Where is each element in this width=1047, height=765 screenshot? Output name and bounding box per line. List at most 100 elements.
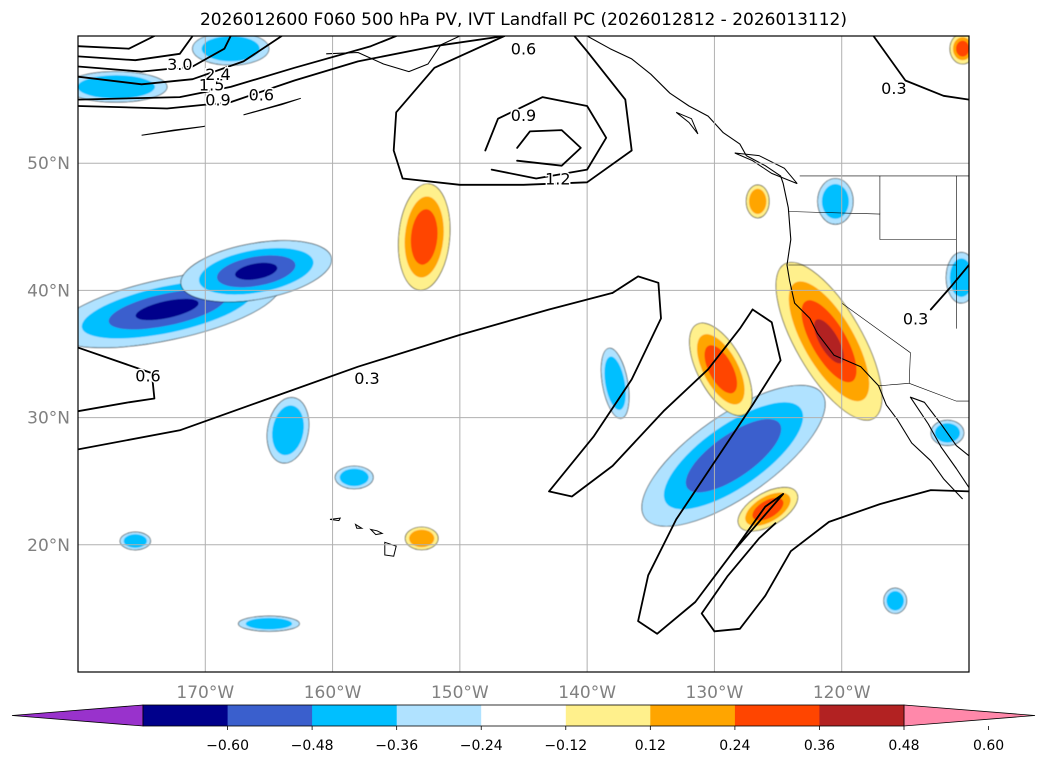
pv-contour-line <box>700 522 777 633</box>
pv-contour-line <box>78 292 614 451</box>
pv-contour-line <box>78 36 194 62</box>
pv-contour-labels: 0.3 0.3 0.3 0.6 0.6 0.6 0.9 0.9 1.2 1.52.4 3.0 <box>134 38 930 389</box>
colorbar-tick-label: −0.12 <box>544 738 587 754</box>
lat-tick-label: 30°N <box>27 409 70 429</box>
ivt-pc-shade-level <box>245 617 293 630</box>
colorbar-swatch <box>396 705 482 726</box>
colorbar-swatch <box>565 705 651 726</box>
lon-tick-label: 150°W <box>431 683 489 703</box>
pv-contour-line <box>516 129 582 167</box>
pv-contour-line <box>78 36 398 101</box>
ivt-pc-region <box>817 178 854 225</box>
pv-contour-line <box>78 36 283 86</box>
pv-contour-line <box>78 36 156 50</box>
pv-contour-line <box>713 489 969 633</box>
ivt-pc-shade-level <box>814 319 844 364</box>
island <box>141 125 206 136</box>
colorbar-swatch <box>312 705 398 726</box>
colorbar: −0.60 −0.48 −0.36 −0.24 −0.12 0.12 0.24 0.36 0.4… <box>11 704 1036 754</box>
chart-title: 2026012600 F060 500 hPa PV, IVT Landfall… <box>199 10 847 30</box>
contour-label: 0.6 <box>249 86 274 105</box>
ivt-pc-shade-level <box>339 468 369 487</box>
lat-tick-label: 50°N <box>27 154 70 174</box>
ivt-pc-region <box>883 587 908 614</box>
ivt-pc-shade-level <box>886 591 904 611</box>
ivt-pc-region <box>689 322 753 416</box>
pv-contour-line <box>637 308 782 635</box>
lon-tick-label: 170°W <box>176 683 234 703</box>
island <box>243 97 301 116</box>
coastline <box>586 36 964 500</box>
ivt-pc-region <box>775 262 883 421</box>
colorbar-tick-label: −0.24 <box>460 738 503 754</box>
pv-contour-line <box>392 36 633 186</box>
ivt-pc-shade-level <box>685 419 782 493</box>
island <box>354 523 364 529</box>
contour-label: 0.3 <box>881 79 906 98</box>
axis-ticks: 170°W 160°W 150°W 140°W 130°W 120°W 50°N 40°N 30… <box>27 154 871 703</box>
island <box>369 528 384 536</box>
lon-tick-label: 130°W <box>686 683 744 703</box>
colorbar-swatch <box>819 705 905 726</box>
pv-contour-line <box>78 346 156 413</box>
political-border <box>788 211 957 240</box>
colorbar-tick-label: 0.36 <box>804 738 835 754</box>
colorbar-tick-label: 0.12 <box>635 738 666 754</box>
colorbar-tick-label: 0.60 <box>973 738 1004 754</box>
pv-contour-line <box>732 493 785 553</box>
ivt-pc-shade-level <box>123 534 147 548</box>
colorbar-tick-label: −0.36 <box>375 738 418 754</box>
ivt-pc-shade-level <box>749 188 767 214</box>
colorbar-tick-label: −0.48 <box>291 738 334 754</box>
lon-tick-label: 140°W <box>558 683 616 703</box>
ivt-pc-shade-level <box>235 262 278 280</box>
colorbar-tick-label: 0.24 <box>719 738 750 754</box>
pv-contour-line <box>872 36 969 101</box>
ivt-pc-shade-level <box>410 209 438 265</box>
colorbar-extend-low <box>11 704 144 727</box>
colorbar-swatch <box>734 705 820 726</box>
ivt-pc-region <box>949 36 969 65</box>
ivt-pc-region <box>238 615 300 632</box>
pv-contours <box>78 36 969 635</box>
lon-tick-label: 160°W <box>304 683 362 703</box>
contour-label: 0.9 <box>205 91 230 110</box>
contour-label: 1.2 <box>545 169 570 188</box>
lon-tick-label: 120°W <box>813 683 871 703</box>
ivt-pc-region <box>334 465 374 490</box>
ivt-pc-region <box>404 526 439 551</box>
contour-label: 1.5 <box>199 75 224 94</box>
ivt-pc-region <box>180 240 332 303</box>
map-frame <box>77 35 970 673</box>
contour-label: 0.6 <box>511 40 536 59</box>
colorbar-frame <box>142 704 905 727</box>
ivt-pc-shade-level <box>201 36 260 62</box>
pv-contour-line <box>78 36 506 110</box>
contour-label: 0.3 <box>354 369 379 388</box>
ivt-pc-region <box>641 385 826 527</box>
ivt-pc-shade-level <box>78 75 155 99</box>
coastline <box>909 396 969 488</box>
ivt-pc-shade-level <box>956 40 969 57</box>
ivt-pc-shade-level <box>821 184 849 219</box>
contour-label: 2.4 <box>205 65 230 84</box>
island <box>675 111 699 135</box>
ivt-pc-region <box>945 252 969 304</box>
colorbar-tick-label: 0.48 <box>888 738 919 754</box>
pv-contour-line <box>78 36 232 73</box>
ivt-pc-region <box>119 531 151 551</box>
pv-contour-line <box>929 264 969 311</box>
colorbar-swatch <box>143 705 228 726</box>
ivt-pc-region <box>398 183 451 291</box>
ivt-pc-shade-level <box>409 529 435 548</box>
colorbar-tick-label: −0.60 <box>206 738 249 754</box>
pv-contour-line <box>484 96 608 180</box>
gridlines <box>78 36 969 672</box>
contour-label: 0.6 <box>135 367 160 386</box>
contour-label: 3.0 <box>167 55 192 74</box>
colorbar-extend-high <box>903 704 1036 727</box>
island <box>734 152 798 185</box>
colorbar-swatch <box>227 705 313 726</box>
ivt-pc-region <box>745 184 770 219</box>
lat-tick-label: 40°N <box>27 281 70 301</box>
